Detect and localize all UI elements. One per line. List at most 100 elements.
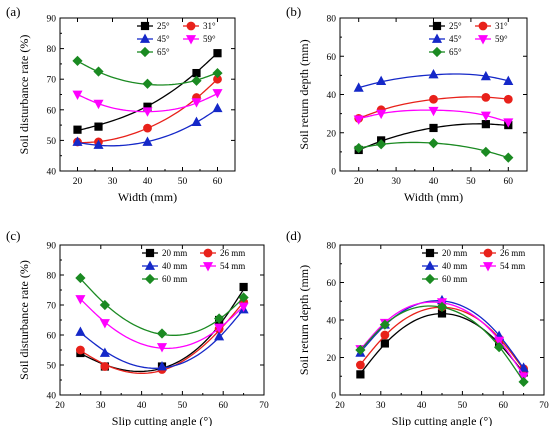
y-tick-label: 80 [47, 272, 57, 282]
y-tick-label: 60 [47, 106, 57, 116]
legend-marker [433, 22, 440, 29]
legend-marker [479, 22, 487, 30]
data-point [192, 99, 200, 107]
legend-marker [426, 249, 433, 256]
legend-label: 59° [495, 34, 508, 44]
legend-label: 45° [157, 34, 170, 44]
legend-label: 26 mm [220, 248, 245, 258]
chart-panel-b: (b) 20 30 40 50 60 0 20 40 60 80 Width (mm) Soil ret… [286, 4, 527, 204]
legend-item: 45° [137, 34, 170, 44]
x-axis-title: Width (mm) [404, 190, 463, 204]
x-tick-label: 60 [498, 401, 508, 411]
y-tick-label: 40 [327, 91, 337, 101]
x-tick-label: 50 [178, 401, 188, 411]
data-point [76, 328, 84, 336]
data-point [214, 50, 221, 57]
data-point [101, 363, 109, 371]
x-tick-label: 20 [354, 177, 364, 187]
x-tick-label: 50 [178, 177, 188, 187]
data-point [504, 95, 512, 103]
y-axis-title: Soil return depth (mm) [297, 39, 311, 149]
legend-item: 40 mm [422, 261, 467, 271]
data-point [94, 67, 103, 76]
legend-label: 60 mm [162, 274, 187, 284]
legend-marker [141, 48, 150, 57]
y-tick-label: 40 [47, 392, 57, 402]
data-point [519, 377, 528, 386]
legend-label: 54 mm [500, 261, 525, 271]
legend-item: 20 mm [422, 248, 467, 258]
legend-item: 31° [183, 21, 216, 31]
data-point [429, 107, 437, 115]
y-tick-label: 90 [47, 242, 57, 252]
y-tick-label: 90 [47, 15, 57, 25]
legend-label: 31° [203, 21, 216, 31]
y-axis-title: Soil return depth (mm) [297, 265, 311, 375]
legend-label: 25° [157, 21, 170, 31]
legend-marker [204, 249, 212, 257]
legend: 20 mm 26 mm 40 mm 54 mm 60 mm [422, 248, 525, 284]
x-tick-label: 20 [55, 401, 65, 411]
legend-item: 26 mm [480, 248, 525, 258]
legend-item: 65° [137, 47, 170, 57]
legend-item: 60 mm [422, 274, 467, 284]
y-tick-label: 50 [47, 137, 57, 147]
x-tick-label: 20 [335, 401, 345, 411]
data-point [192, 118, 200, 126]
panel-label: (c) [6, 228, 20, 243]
data-point [193, 69, 200, 76]
data-point [95, 123, 102, 130]
chart-panel-a: (a)20 30 40 50 60405060708090Width (mm)Soil … [6, 4, 235, 204]
data-point [430, 124, 437, 131]
legend-item: 60 mm [142, 274, 187, 284]
y-tick-label: 20 [327, 129, 337, 139]
legend-label: 20 mm [442, 248, 467, 258]
y-tick-label: 40 [47, 168, 57, 178]
x-tick-label: 60 [218, 401, 228, 411]
data-point [429, 139, 438, 148]
legend-item: 65° [429, 47, 462, 57]
data-point [213, 90, 221, 98]
x-tick-label: 30 [376, 401, 386, 411]
legend: 25° 31° 45° 59° 65° [137, 21, 216, 57]
legend-label: 26 mm [500, 248, 525, 258]
x-tick-label: 70 [539, 401, 549, 411]
legend: 20 mm 26 mm 40 mm 54 mm 60 mm [142, 248, 245, 284]
data-point [357, 361, 365, 369]
data-point [77, 346, 85, 354]
data-point [192, 76, 201, 85]
legend-item: 26 mm [200, 248, 245, 258]
data-point [240, 283, 247, 290]
legend-marker [484, 249, 492, 257]
x-tick-label: 20 [73, 177, 83, 187]
data-point [381, 340, 388, 347]
y-tick-label: 70 [47, 76, 57, 86]
x-axis-title: Slip cutting angle (°) [392, 414, 492, 426]
data-point [482, 121, 489, 128]
legend-marker [146, 275, 155, 284]
x-axis-title: Width (mm) [118, 190, 177, 204]
y-tick-label: 80 [327, 15, 337, 25]
data-point [213, 104, 221, 112]
legend-item: 59° [183, 34, 216, 44]
legend-marker [146, 249, 153, 256]
legend-item: 25° [137, 21, 170, 31]
data-point [143, 79, 152, 88]
chart-panel-c: (c) 20 30 40 50 60 70 40 50 60 70 80 90 Slip cutting … [6, 228, 269, 426]
legend-label: 45° [449, 34, 462, 44]
legend-label: 65° [449, 47, 462, 57]
y-tick-label: 60 [327, 53, 337, 63]
x-tick-label: 40 [417, 401, 427, 411]
legend-item: 31° [475, 21, 508, 31]
x-axis-title: Slip cutting angle (°) [112, 414, 212, 426]
data-point [74, 126, 81, 133]
legend-label: 40 mm [162, 261, 187, 271]
legend-item: 59° [475, 34, 508, 44]
legend-item: 45° [429, 34, 462, 44]
y-tick-label: 60 [327, 279, 337, 289]
legend-marker [426, 275, 435, 284]
y-axis-title: Soil disturbance rate (%) [17, 35, 31, 155]
y-tick-label: 20 [327, 354, 337, 364]
